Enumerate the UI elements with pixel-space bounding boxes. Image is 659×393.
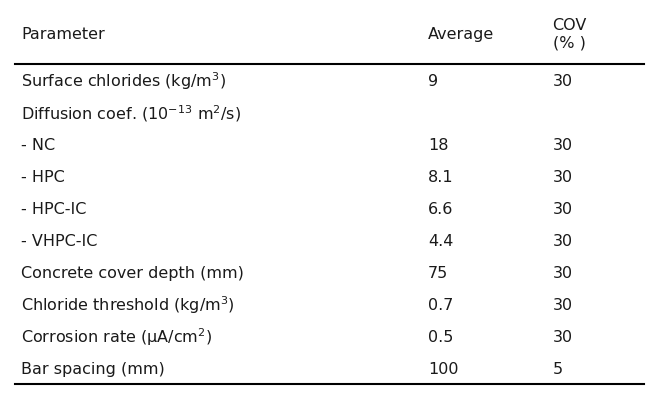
Text: 30: 30	[553, 170, 573, 185]
Text: - HPC: - HPC	[21, 170, 65, 185]
Text: 75: 75	[428, 266, 448, 281]
Text: - NC: - NC	[21, 138, 55, 153]
Text: 5: 5	[553, 362, 563, 377]
Text: 0.7: 0.7	[428, 298, 453, 313]
Text: Diffusion coef. (10$^{-13}$ m$^2$/s): Diffusion coef. (10$^{-13}$ m$^2$/s)	[21, 103, 241, 124]
Text: 8.1: 8.1	[428, 170, 453, 185]
Text: 6.6: 6.6	[428, 202, 453, 217]
Text: Average: Average	[428, 27, 494, 42]
Text: 0.5: 0.5	[428, 330, 453, 345]
Text: 9: 9	[428, 74, 438, 89]
Text: - VHPC-IC: - VHPC-IC	[21, 234, 98, 249]
Text: Chloride threshold (kg/m$^3$): Chloride threshold (kg/m$^3$)	[21, 295, 235, 316]
Text: 18: 18	[428, 138, 448, 153]
Text: 4.4: 4.4	[428, 234, 453, 249]
Text: 30: 30	[553, 330, 573, 345]
Text: Surface chlorides (kg/m$^3$): Surface chlorides (kg/m$^3$)	[21, 71, 226, 92]
Text: Concrete cover depth (mm): Concrete cover depth (mm)	[21, 266, 244, 281]
Text: 30: 30	[553, 138, 573, 153]
Text: Bar spacing (mm): Bar spacing (mm)	[21, 362, 165, 377]
Text: Corrosion rate (μA/cm$^2$): Corrosion rate (μA/cm$^2$)	[21, 327, 212, 348]
Text: COV
(% ): COV (% )	[553, 18, 587, 51]
Text: 30: 30	[553, 298, 573, 313]
Text: 100: 100	[428, 362, 459, 377]
Text: Parameter: Parameter	[21, 27, 105, 42]
Text: - HPC-IC: - HPC-IC	[21, 202, 86, 217]
Text: 30: 30	[553, 266, 573, 281]
Text: 30: 30	[553, 202, 573, 217]
Text: 30: 30	[553, 234, 573, 249]
Text: 30: 30	[553, 74, 573, 89]
